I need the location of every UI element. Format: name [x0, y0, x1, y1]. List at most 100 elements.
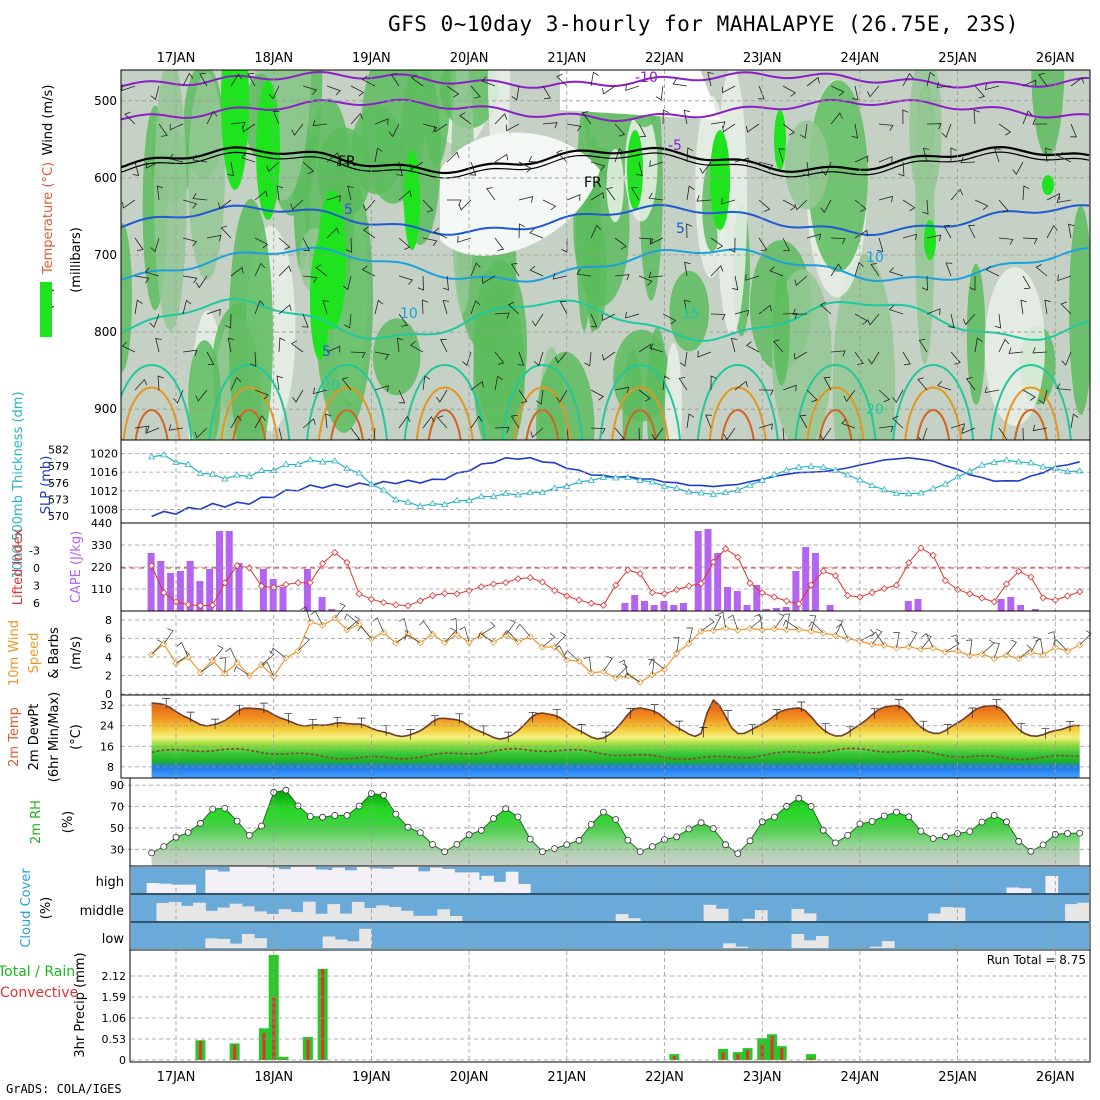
wind-barb — [518, 161, 533, 173]
wind-barb — [710, 121, 726, 128]
wind-barb — [398, 313, 408, 327]
cloud-cell — [449, 916, 463, 921]
contour-label: 5 — [344, 202, 353, 218]
cloud-cell — [254, 867, 267, 893]
wind-barb — [350, 85, 365, 97]
wind-barb — [852, 85, 859, 101]
thickness-marker — [819, 463, 828, 470]
rh-blob — [808, 80, 868, 272]
wind-barb — [584, 351, 592, 367]
temp-units-label: (°C) — [69, 724, 84, 750]
precip-total-label: Total / Rain — [0, 964, 75, 980]
wind-barb — [854, 261, 864, 277]
li-marker — [319, 560, 327, 568]
cloud-cell — [940, 907, 954, 921]
wind-barb — [614, 123, 626, 137]
wind-barb — [302, 85, 318, 95]
wind-barb — [830, 85, 845, 97]
wind-barb — [994, 148, 1001, 163]
cloud-cell — [278, 909, 292, 921]
rh-marker — [942, 833, 949, 841]
wind-barb — [494, 113, 508, 125]
wind-barb — [511, 85, 520, 101]
wind-barb — [830, 237, 846, 245]
wind-barb — [601, 313, 616, 322]
thickness-marker — [477, 492, 486, 499]
li-marker — [392, 601, 400, 609]
cloud-cell — [1065, 904, 1078, 921]
thickness-marker — [990, 458, 998, 465]
cloud-cell — [928, 913, 941, 921]
wind-barb — [344, 313, 352, 329]
rh-marker — [624, 836, 632, 844]
wind-barb — [926, 308, 941, 315]
wind-barb — [1044, 299, 1051, 315]
rh-marker — [722, 841, 729, 849]
wind-axis-label: 10m Wind — [7, 620, 22, 686]
wind-barb — [854, 199, 867, 212]
wind-barb — [124, 111, 136, 125]
wind-barb — [1057, 274, 1072, 282]
day-label-bottom: 23JAN — [743, 1070, 782, 1085]
thickness-marker — [233, 471, 241, 478]
wind-barb — [446, 151, 460, 163]
day-label-top: 22JAN — [645, 51, 684, 66]
rh-marker — [1064, 830, 1071, 837]
wind-barb — [278, 265, 292, 277]
cape-bar — [914, 599, 922, 611]
cloud-cell — [412, 915, 426, 921]
precip-conv-bar — [780, 1048, 784, 1060]
day-label-bottom: 24JAN — [841, 1070, 880, 1085]
wind-barb — [182, 199, 198, 209]
isotherm-30 — [329, 409, 364, 440]
day-label-top: 26JAN — [1036, 51, 1075, 66]
thickness-marker — [489, 492, 498, 499]
wind-barb — [396, 337, 404, 353]
rh-blob — [372, 318, 421, 396]
wind-barb-10m — [175, 650, 190, 664]
wind-barb — [121, 341, 136, 353]
wind-barb — [350, 351, 366, 359]
wind-barb — [182, 72, 194, 87]
wind-barb — [782, 85, 797, 97]
precip-total-bar — [278, 1056, 289, 1060]
wind-barb — [555, 351, 568, 364]
li-marker — [428, 592, 437, 600]
minmax-whisker — [626, 708, 635, 719]
cape-bar — [216, 531, 223, 611]
cloud-cell — [505, 871, 519, 893]
wind-barb — [985, 265, 1000, 277]
wind-barb — [458, 199, 472, 211]
cloud-cell — [754, 910, 768, 921]
wind-barb — [121, 84, 136, 92]
day-label-top: 17JAN — [157, 51, 196, 66]
cape-bar — [724, 587, 731, 611]
thickness-marker — [746, 481, 754, 488]
wind-barb — [969, 276, 976, 291]
rh-marker — [380, 791, 388, 799]
wind-barb — [169, 123, 184, 131]
wind-barb — [457, 236, 472, 243]
wind-barb — [876, 237, 884, 252]
cape-bar — [997, 599, 1005, 611]
wind-barb — [1035, 264, 1048, 277]
page-title: GFS 0~10day 3-hourly for MAHALAPYE (26.7… — [388, 12, 1019, 36]
cloud-cell — [417, 871, 431, 893]
wind-barb — [867, 351, 880, 365]
rh-marker — [734, 850, 742, 857]
wind-barb — [892, 389, 904, 404]
rh-marker — [636, 848, 644, 855]
cloud-cell — [803, 913, 817, 921]
wind-barb — [998, 123, 1012, 136]
contour-label: 10 — [400, 306, 418, 322]
thickness-tick: 573 — [48, 494, 69, 507]
li-tick: 0 — [33, 562, 40, 575]
rh-marker — [710, 825, 717, 832]
cape-bar — [225, 531, 233, 611]
wind-barb — [602, 351, 616, 361]
li-marker — [380, 599, 388, 607]
wind-barb — [341, 377, 352, 391]
wind-barb — [535, 389, 544, 405]
cloud-cell — [322, 936, 336, 948]
wind-barb — [302, 161, 315, 175]
